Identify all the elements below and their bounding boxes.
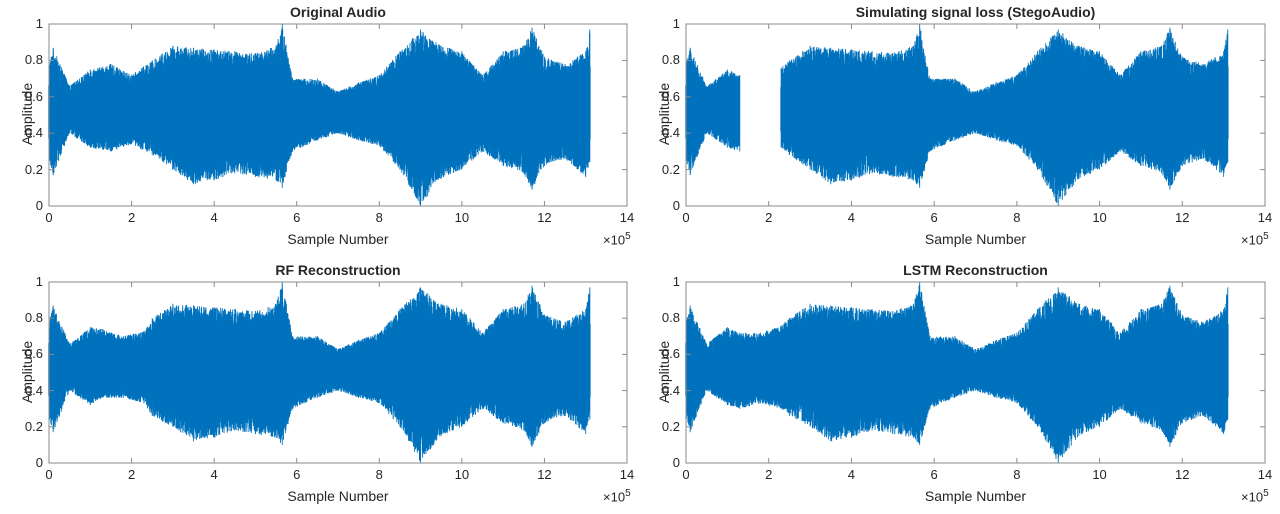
x-tick-label: 8	[1013, 210, 1021, 225]
axes-frame	[685, 281, 1266, 464]
x-tick-label: 12	[537, 467, 552, 482]
x-axis-label: Sample Number	[287, 488, 389, 504]
y-tick-label: 1	[35, 16, 43, 31]
x-tick-label: 2	[765, 210, 773, 225]
chart-title: Simulating signal loss (StegoAudio)	[855, 4, 1096, 20]
y-tick-label: 0.2	[24, 161, 43, 177]
y-tick-label: 0	[672, 455, 680, 470]
x-tick-label: 6	[293, 467, 301, 482]
x-tick-label: 12	[537, 210, 552, 225]
x-tick-label: 12	[1175, 210, 1190, 225]
y-tick-label: 0.6	[661, 88, 680, 104]
y-tick-label: 0.6	[24, 346, 43, 362]
x-tick-label: 8	[375, 467, 383, 482]
chart-title: Original Audio	[290, 4, 386, 20]
multiplier-exponent: 5	[625, 231, 631, 242]
y-tick-label: 0	[35, 198, 43, 213]
x-tick-label: 12	[1175, 467, 1190, 482]
y-tick-label: 0.2	[24, 418, 43, 434]
multiplier-base: ×10	[1241, 489, 1264, 505]
x-axis-multiplier: ×105	[603, 488, 631, 504]
multiplier-exponent: 5	[1263, 488, 1269, 499]
axes-2	[48, 281, 628, 464]
x-tick-label: 0	[45, 467, 53, 482]
x-tick-label: 14	[1257, 467, 1273, 482]
y-tick-label: 0.8	[661, 52, 680, 68]
multiplier-base: ×10	[603, 232, 626, 248]
y-tick-label: 0.4	[24, 382, 43, 398]
x-tick-label: 10	[454, 210, 470, 225]
y-tick-label: 0.8	[661, 310, 680, 326]
x-tick-label: 10	[1092, 210, 1107, 225]
x-tick-label: 2	[765, 467, 773, 482]
x-tick-label: 8	[375, 210, 383, 225]
axes-frame	[48, 23, 628, 207]
y-tick-label: 0.2	[661, 418, 680, 434]
x-tick-label: 14	[619, 210, 635, 225]
y-tick-label: 0.2	[661, 161, 680, 177]
x-axis-label: Sample Number	[924, 231, 1027, 247]
axes-frame	[48, 281, 628, 464]
x-axis-label: Sample Number	[924, 488, 1027, 504]
chart-title: LSTM Reconstruction	[903, 262, 1048, 278]
x-axis-multiplier: ×105	[603, 231, 631, 247]
x-tick-label: 10	[454, 467, 470, 482]
chart-title: RF Reconstruction	[275, 262, 401, 278]
y-tick-label: 0	[35, 455, 43, 470]
x-tick-label: 0	[682, 467, 690, 482]
multiplier-exponent: 5	[625, 488, 631, 499]
multiplier-base: ×10	[1241, 232, 1264, 248]
y-tick-label: 1	[672, 16, 680, 31]
axes-frame	[685, 23, 1266, 207]
y-tick-label: 1	[35, 274, 43, 289]
y-tick-label: 0.6	[24, 88, 43, 104]
x-tick-label: 6	[930, 467, 938, 482]
y-tick-label: 0.8	[24, 310, 43, 326]
x-tick-label: 4	[210, 467, 218, 482]
x-tick-label: 6	[293, 210, 301, 225]
x-axis-multiplier: ×105	[1241, 231, 1269, 247]
x-tick-label: 4	[210, 210, 218, 225]
y-tick-label: 0.8	[24, 52, 43, 68]
axes-0	[48, 23, 628, 207]
x-tick-label: 14	[1257, 210, 1273, 225]
x-tick-label: 4	[847, 467, 856, 482]
axes-1	[685, 23, 1266, 207]
multiplier-base: ×10	[603, 489, 626, 505]
y-tick-label: 1	[672, 274, 680, 289]
x-tick-label: 2	[127, 210, 136, 225]
x-axis-label: Sample Number	[287, 231, 389, 247]
x-tick-label: 10	[1092, 467, 1107, 482]
y-tick-label: 0	[672, 198, 680, 213]
x-tick-label: 6	[930, 210, 938, 225]
x-tick-label: 0	[682, 210, 690, 225]
y-tick-label: 0.6	[661, 346, 680, 362]
y-tick-label: 0.4	[24, 125, 43, 141]
x-tick-label: 8	[1013, 467, 1021, 482]
axes-3	[685, 281, 1266, 464]
x-tick-label: 2	[127, 467, 136, 482]
x-tick-label: 4	[847, 210, 856, 225]
x-tick-label: 14	[619, 467, 635, 482]
y-tick-label: 0.4	[661, 382, 680, 398]
y-tick-label: 0.4	[661, 125, 680, 141]
x-tick-label: 0	[45, 210, 53, 225]
multiplier-exponent: 5	[1263, 231, 1269, 242]
x-axis-multiplier: ×105	[1241, 488, 1269, 504]
